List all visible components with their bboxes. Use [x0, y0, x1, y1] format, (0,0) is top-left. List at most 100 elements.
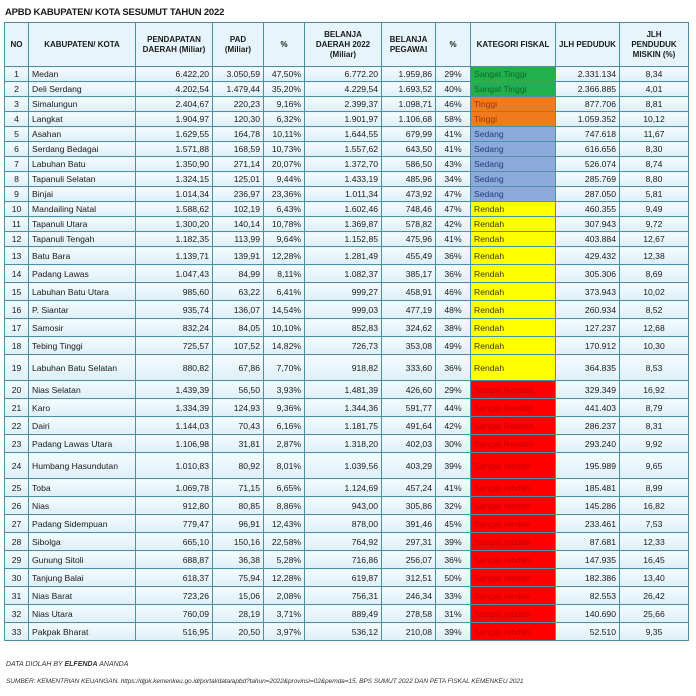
cell-miskin: 8,34 — [619, 66, 689, 82]
cell-kabupaten: Serdang Bedagai — [28, 141, 136, 157]
cell-kategori: Sangat rendah — [470, 532, 556, 551]
cell-pad-percent: 9,36% — [263, 398, 305, 417]
cell-no: 27 — [4, 514, 29, 533]
cell-pendapatan: 1.300,20 — [135, 216, 213, 232]
cell-pad: 20,50 — [212, 622, 264, 641]
header-pad-percent: % — [263, 22, 305, 67]
cell-kategori: Sangat rendah — [470, 496, 556, 515]
cell-pegawai-percent: 41% — [435, 126, 471, 142]
cell-pad: 36,38 — [212, 550, 264, 569]
cell-penduduk: 182.386 — [555, 568, 620, 587]
cell-kabupaten: Mandailing Natal — [28, 201, 136, 217]
cell-pendapatan: 1.350,90 — [135, 156, 213, 172]
table-row: 29 Gunung Sitoli 688,87 36,38 5,28% 716,86 256… — [4, 550, 689, 569]
cell-penduduk: 429.432 — [555, 246, 620, 265]
cell-pad: 80,92 — [212, 452, 264, 479]
cell-miskin: 25,66 — [619, 604, 689, 623]
cell-belanja-pegawai: 256,07 — [381, 550, 436, 569]
cell-miskin: 12,67 — [619, 231, 689, 247]
cell-penduduk: 441.403 — [555, 398, 620, 417]
cell-miskin: 10,02 — [619, 282, 689, 301]
cell-kategori: Sangat rendah — [470, 622, 556, 641]
cell-penduduk: 2.366.885 — [555, 81, 620, 97]
cell-kategori: Tinggi — [470, 111, 556, 127]
cell-pegawai-percent: 33% — [435, 586, 471, 605]
cell-penduduk: 526.074 — [555, 156, 620, 172]
credit-prefix: DATA DIOLAH BY — [6, 661, 65, 668]
cell-no: 5 — [4, 126, 29, 142]
cell-pad: 120,30 — [212, 111, 264, 127]
cell-belanja-daerah: 1.372,70 — [304, 156, 382, 172]
cell-pegawai-percent: 29% — [435, 380, 471, 399]
cell-no: 2 — [4, 81, 29, 97]
table-row: 28 Sibolga 665,10 150,16 22,58% 764,92 297,31 3… — [4, 532, 689, 551]
cell-no: 3 — [4, 96, 29, 112]
cell-pendapatan: 1.144,03 — [135, 416, 213, 435]
table-row: 27 Padang Sidempuan 779,47 96,91 12,43% 878,0… — [4, 514, 689, 533]
cell-belanja-daerah: 4.229,54 — [304, 81, 382, 97]
cell-belanja-pegawai: 333,60 — [381, 354, 436, 381]
cell-kabupaten: Karo — [28, 398, 136, 417]
cell-pendapatan: 1.182,35 — [135, 231, 213, 247]
cell-no: 9 — [4, 186, 29, 202]
cell-kabupaten: Medan — [28, 66, 136, 82]
cell-miskin: 8,30 — [619, 141, 689, 157]
cell-miskin: 10,30 — [619, 336, 689, 355]
cell-kabupaten: Labuhan Batu Selatan — [28, 354, 136, 381]
cell-pendapatan: 1.047,43 — [135, 264, 213, 283]
cell-pad-percent: 12,43% — [263, 514, 305, 533]
cell-pendapatan: 832,24 — [135, 318, 213, 337]
cell-pad-percent: 23,36% — [263, 186, 305, 202]
cell-pegawai-percent: 36% — [435, 354, 471, 381]
header-pendapatan: PENDAPATAN DAERAH (Miliar) — [135, 22, 213, 67]
cell-penduduk: 616.656 — [555, 141, 620, 157]
cell-pegawai-percent: 45% — [435, 514, 471, 533]
cell-miskin: 8,74 — [619, 156, 689, 172]
cell-pendapatan: 985,60 — [135, 282, 213, 301]
cell-kabupaten: Nias Selatan — [28, 380, 136, 399]
cell-miskin: 16,82 — [619, 496, 689, 515]
cell-pad: 102,19 — [212, 201, 264, 217]
cell-pendapatan: 1.139,71 — [135, 246, 213, 265]
cell-penduduk: 403.884 — [555, 231, 620, 247]
cell-pendapatan: 688,87 — [135, 550, 213, 569]
cell-belanja-daerah: 1.344,36 — [304, 398, 382, 417]
cell-belanja-daerah: 1.644,55 — [304, 126, 382, 142]
cell-penduduk: 145.286 — [555, 496, 620, 515]
cell-pad: 107,52 — [212, 336, 264, 355]
cell-pendapatan: 1.069,78 — [135, 478, 213, 497]
header-no: NO — [4, 22, 29, 67]
cell-no: 20 — [4, 380, 29, 399]
cell-no: 14 — [4, 264, 29, 283]
cell-no: 28 — [4, 532, 29, 551]
cell-penduduk: 87.681 — [555, 532, 620, 551]
cell-belanja-daerah: 6.772.20 — [304, 66, 382, 82]
cell-pegawai-percent: 36% — [435, 246, 471, 265]
cell-belanja-daerah: 1.557,62 — [304, 141, 382, 157]
cell-pegawai-percent: 39% — [435, 532, 471, 551]
cell-kategori: Sangat Tinggi — [470, 66, 556, 82]
cell-pendapatan: 912,80 — [135, 496, 213, 515]
cell-miskin: 7,53 — [619, 514, 689, 533]
cell-belanja-pegawai: 679,99 — [381, 126, 436, 142]
cell-belanja-pegawai: 578,82 — [381, 216, 436, 232]
cell-kabupaten: Gunung Sitoli — [28, 550, 136, 569]
cell-penduduk: 147.935 — [555, 550, 620, 569]
cell-pegawai-percent: 40% — [435, 81, 471, 97]
cell-penduduk: 293.240 — [555, 434, 620, 453]
cell-penduduk: 1.059.352 — [555, 111, 620, 127]
cell-pendapatan: 1.439,39 — [135, 380, 213, 399]
table-row: 2 Deli Serdang 4.202,54 1.479,44 35,20% 4.229… — [4, 81, 689, 97]
cell-kategori: Rendah — [470, 282, 556, 301]
cell-pendapatan: 725,57 — [135, 336, 213, 355]
cell-pegawai-percent: 36% — [435, 264, 471, 283]
cell-belanja-pegawai: 458,91 — [381, 282, 436, 301]
cell-pad: 139,91 — [212, 246, 264, 265]
cell-belanja-daerah: 1.901,97 — [304, 111, 382, 127]
cell-penduduk: 233.461 — [555, 514, 620, 533]
cell-pegawai-percent: 34% — [435, 171, 471, 187]
cell-kategori: Sangat Rendah — [470, 434, 556, 453]
cell-kategori: Rendah — [470, 201, 556, 217]
cell-miskin: 16,45 — [619, 550, 689, 569]
cell-penduduk: 747.618 — [555, 126, 620, 142]
